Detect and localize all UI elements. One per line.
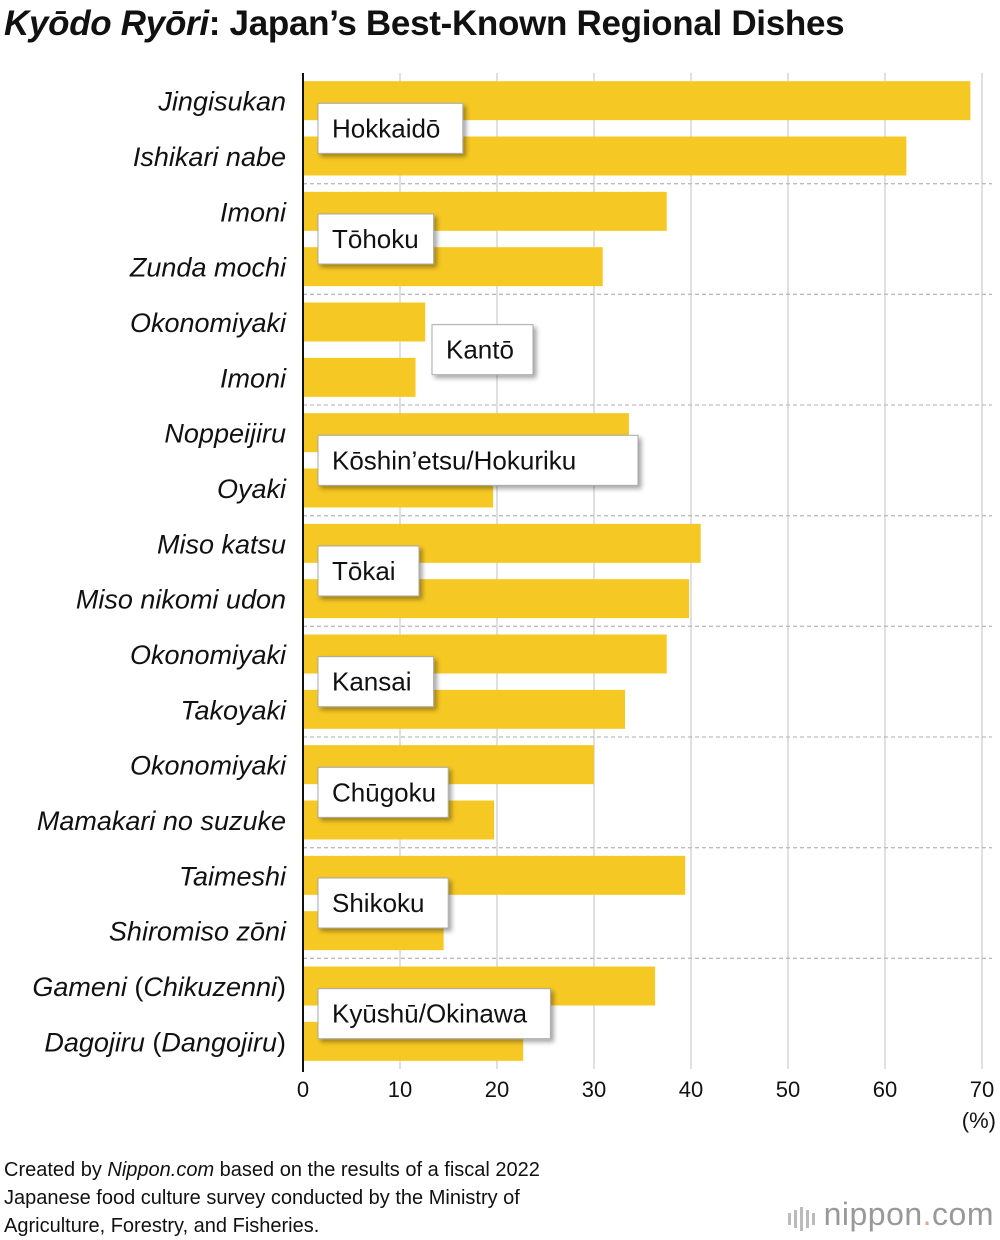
region-label-box: [317, 656, 435, 708]
category-label: Noppeijiru: [164, 419, 286, 449]
category-label: Takoyaki: [180, 695, 287, 725]
region-label-box: [317, 766, 449, 818]
region-label-box: [317, 213, 435, 265]
region-label-box: [317, 102, 464, 154]
bar-chart: Jingisukan Ishikari nabe Imoni Zunda mochi O…: [32, 73, 996, 1133]
category-label: Okonomiyaki: [130, 751, 287, 781]
category-label: Oyaki: [217, 474, 287, 504]
region-label-box: [431, 324, 534, 376]
x-tick-label: 10: [388, 1077, 412, 1102]
bar: [303, 302, 426, 342]
source-line-2: Japanese food culture survey conducted b…: [4, 1187, 520, 1209]
region-label: Tōkai: [332, 556, 396, 586]
bar: [303, 357, 416, 397]
x-unit-label: (%): [962, 1108, 996, 1133]
category-label: Ishikari nabe: [133, 142, 286, 172]
region-label: Chūgoku: [332, 777, 436, 807]
category-label: Okonomiyaki: [130, 640, 287, 670]
region-label-box: [317, 877, 449, 929]
category-label: Shiromiso zōni: [109, 917, 287, 947]
category-label: Dagojiru (Dangojiru): [44, 1027, 286, 1057]
logo-dot: .: [922, 1196, 933, 1232]
source-note: Created by Nippon.com based on the resul…: [4, 1156, 744, 1240]
category-label: Gameni (Chikuzenni): [32, 972, 286, 1002]
category-label: Jingisukan: [157, 87, 286, 117]
category-label: Zunda mochi: [129, 253, 287, 283]
source-line-3: Agriculture, Forestry, and Fisheries.: [4, 1215, 320, 1237]
region-label: Kōshin’etsu/Hokuriku: [332, 445, 576, 475]
region-label-box: [317, 988, 551, 1040]
x-tick-label: 60: [873, 1077, 897, 1102]
source-line-1: Created by Nippon.com based on the resul…: [4, 1156, 744, 1184]
x-tick-label: 0: [297, 1077, 309, 1102]
region-label-box: [317, 434, 639, 486]
x-tick-label: 20: [485, 1077, 509, 1102]
category-label: Mamakari no suzuke: [37, 806, 286, 836]
source-line-1-pre: Created by: [4, 1159, 108, 1181]
region-label: Tōhoku: [332, 224, 419, 254]
x-tick-label: 30: [582, 1077, 606, 1102]
category-label: Imoni: [220, 197, 287, 227]
nippon-logo: nippon.com: [787, 1196, 994, 1235]
category-label: Miso nikomi udon: [76, 585, 286, 615]
region-label-box: [317, 545, 420, 597]
category-label: Miso katsu: [157, 529, 286, 559]
category-label: Imoni: [220, 363, 287, 393]
source-line-1-post: based on the results of a fiscal 2022: [214, 1159, 540, 1181]
x-tick-label: 70: [970, 1077, 994, 1102]
region-label: Kantō: [446, 335, 514, 365]
chart-title: Kyōdo Ryōri: Japan’s Best-Known Regional…: [4, 4, 845, 44]
region-label: Hokkaidō: [332, 113, 440, 143]
source-line-1-italic: Nippon.com: [107, 1159, 215, 1181]
title-italic: Kyōdo Ryōri: [4, 4, 209, 43]
x-tick-label: 50: [776, 1077, 800, 1102]
title-rest: : Japan’s Best-Known Regional Dishes: [208, 4, 845, 43]
category-label: Taimeshi: [179, 861, 287, 891]
x-tick-label: 40: [679, 1077, 703, 1102]
logo-suffix: com: [932, 1196, 994, 1232]
region-label: Shikoku: [332, 888, 425, 918]
category-label: Okonomiyaki: [130, 308, 287, 338]
logo-name: nippon: [823, 1196, 923, 1232]
logo-bars-icon: [787, 1198, 818, 1235]
region-label: Kyūshū/Okinawa: [332, 999, 528, 1029]
region-label: Kansai: [332, 667, 412, 697]
